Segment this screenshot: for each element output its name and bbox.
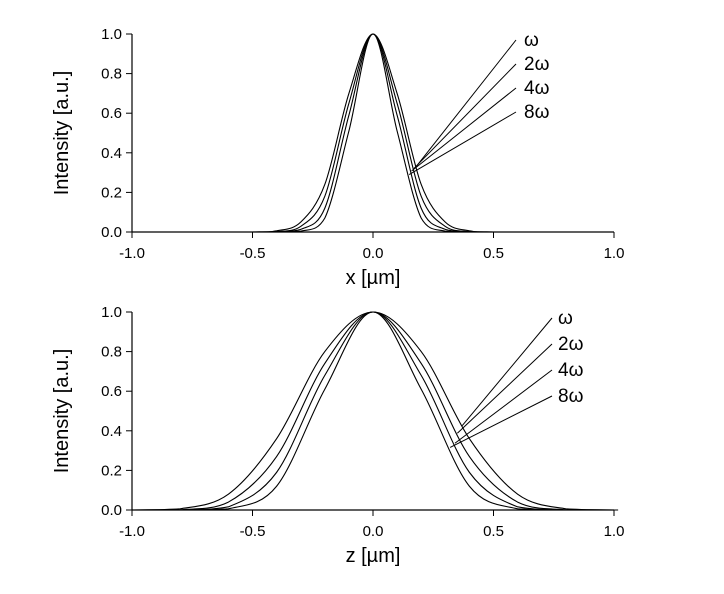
tick-labels: -1.0 -0.5 0.0 0.5 1.0 0.0 0.2 0.4 0.6 0.8 1.0 [101,304,624,540]
x-tick-label: -0.5 [240,245,266,262]
series-line-2 [127,311,619,511]
y-tick-label: 0.6 [101,105,122,122]
curve-label-pointer [449,395,553,448]
curve-label: 2ω [558,334,584,355]
x-tick-label: -1.0 [119,245,145,262]
x-tick-label: -0.5 [240,523,266,540]
y-tick-label: 1.0 [101,26,122,43]
tick-labels: -1.0 -0.5 0.0 0.5 1.0 0.0 0.2 0.4 0.6 0.8 1.0 [101,26,624,262]
y-tick-label: 0.6 [101,383,122,400]
x-tick-label: 0.0 [363,523,384,540]
curve-label: ω [558,308,573,329]
x-tick-label: 1.0 [604,245,625,262]
curve-label: 2ω [524,54,550,75]
curve-label-pointer [415,39,517,167]
series-line-3 [127,311,619,511]
curve-label: ω [524,30,539,51]
curve-labels: ω 2ω 4ω 8ω [558,308,584,407]
y-tick-label: 0.8 [101,344,122,361]
y-tick-label: 0.8 [101,66,122,83]
y-tick-label: 0.2 [101,462,122,479]
x-tick-label: -1.0 [119,523,145,540]
x-tick-label: 1.0 [604,523,625,540]
curve-label: 8ω [524,102,550,123]
x-axis-title: x [µm] [346,267,401,289]
curves [127,311,619,511]
curve-label-pointer [457,343,553,434]
curve-label: 4ω [558,360,584,381]
x-tick-label: 0.5 [483,245,504,262]
curve-label-pointer [454,369,553,444]
series-line-1 [127,311,619,511]
y-axis-title: Intensity [a.u.] [51,349,73,474]
curve-label: 4ω [524,78,550,99]
x-axis-title: z [µm] [346,545,401,567]
chart-panel-x: -1.0 -0.5 0.0 0.5 1.0 0.0 0.2 0.4 0.6 0.8 1.0 ω 2ω 4… [51,26,624,289]
y-tick-label: 0.4 [101,423,122,440]
x-tick-label: 0.0 [363,245,384,262]
curve-label-pointer [413,63,517,169]
y-tick-label: 0.0 [101,224,122,241]
curve-label-pointer [411,87,517,172]
y-tick-label: 0.0 [101,502,122,519]
curve-label: 8ω [558,386,584,407]
curve-label-pointer [408,111,517,176]
curves [131,33,614,233]
curve-labels: ω 2ω 4ω 8ω [524,30,550,123]
curve-label-pointers [408,39,517,176]
y-tick-label: 0.4 [101,145,122,162]
curve-label-pointers [449,317,553,448]
series-line-4 [131,33,614,233]
chart-panel-z: -1.0 -0.5 0.0 0.5 1.0 0.0 0.2 0.4 0.6 0.8 1.0 ω 2ω 4… [51,304,624,567]
y-axis-title: Intensity [a.u.] [51,71,73,196]
y-tick-label: 1.0 [101,304,122,321]
y-tick-label: 0.2 [101,184,122,201]
curve-label-pointer [461,317,553,426]
series-line-4 [127,311,619,511]
x-tick-label: 0.5 [483,523,504,540]
axes [126,311,615,516]
